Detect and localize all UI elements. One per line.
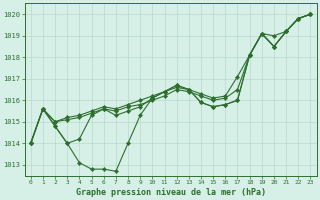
X-axis label: Graphe pression niveau de la mer (hPa): Graphe pression niveau de la mer (hPa)	[76, 188, 266, 197]
